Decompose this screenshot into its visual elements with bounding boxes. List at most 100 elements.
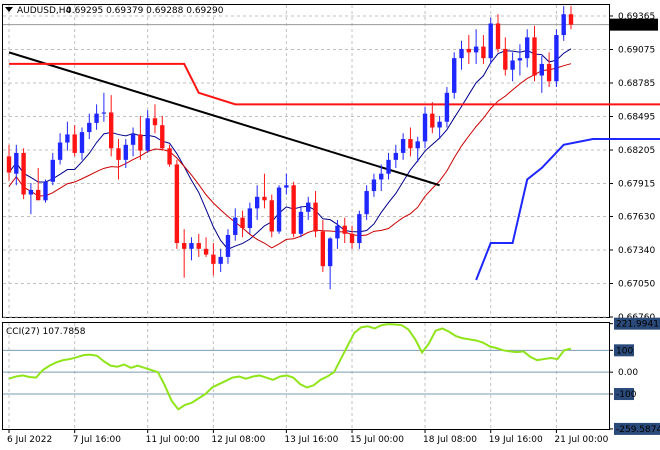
candle-body (481, 46, 486, 59)
time-tick-label: 13 Jul 16:00 (284, 435, 338, 445)
candle-body (138, 134, 143, 151)
candle-body (539, 63, 544, 76)
candle-body (400, 139, 406, 153)
candle-body (393, 152, 399, 160)
candle-body (437, 121, 442, 128)
candle-body (14, 152, 19, 174)
price-tick-label: 0.67915 (618, 180, 655, 190)
candle-body (36, 189, 41, 201)
candle-body (495, 23, 501, 49)
price-panel-frame (2, 4, 610, 318)
candle-body (327, 238, 333, 267)
candle-body (203, 248, 209, 255)
candle-body (313, 202, 318, 232)
time-tick-label: 7 Jul 16:00 (73, 435, 122, 445)
candle-body (532, 37, 537, 76)
candle-body (466, 48, 472, 53)
cci-tick-label: -100 (616, 390, 637, 400)
candle-body (6, 156, 12, 173)
cci-panel-frame (2, 322, 610, 430)
price-tick-label: 0.68785 (618, 79, 655, 89)
cci-tick-label: 100 (616, 346, 633, 356)
candle-body (430, 113, 435, 128)
candle-body (488, 23, 493, 59)
candle-body (211, 254, 216, 264)
cci-header: CCI(27) 107.7858 (6, 327, 86, 337)
candle-body (386, 159, 391, 174)
candle-body (459, 48, 464, 59)
symbol-dropdown-icon[interactable] (5, 7, 13, 12)
candle-body (240, 217, 245, 229)
cci-tick-label: 221.9941 (616, 320, 659, 330)
price-tick-label: 0.69365 (618, 12, 655, 22)
overlay-indicators (8, 48, 660, 281)
candle-body (554, 35, 559, 82)
price-axis: 0.69365 0.69075 0.68785 0.68495 0.68205 0.679… (609, 12, 660, 435)
candle-body (196, 243, 201, 249)
candle-body (561, 14, 566, 36)
time-tick-label: 21 Jul 00:00 (554, 435, 608, 445)
candle-body (50, 159, 55, 182)
candle-body (123, 144, 128, 160)
time-tick-label: 15 Jul 00:00 (350, 435, 404, 445)
current-price-label: 0.69290 (616, 21, 653, 31)
candle-body (444, 92, 450, 122)
cci-tick-label: 0.00 (618, 368, 638, 378)
time-tick-label: 18 Jul 08:00 (423, 435, 477, 445)
cci-level-badge (614, 388, 634, 401)
candle-body (422, 113, 428, 142)
candle-body (65, 134, 70, 143)
ohlc-readout: 0.69295 0.69379 0.69288 0.69290 (66, 6, 224, 16)
candle-body (320, 231, 326, 267)
candle-body (181, 243, 187, 249)
candle-body (335, 225, 340, 239)
candle-body (79, 132, 85, 153)
candle-body (130, 134, 136, 145)
candle-body (28, 189, 34, 195)
candle-body (233, 217, 238, 235)
price-tick-label: 0.68205 (618, 146, 655, 156)
candle-body (503, 48, 508, 70)
candle-body (357, 214, 362, 244)
candle-body (262, 196, 267, 201)
time-tick-label: 19 Jul 16:00 (489, 435, 543, 445)
chart-header: AUDUSD,H4 0.69295 0.69379 0.69288 0.6929… (5, 6, 224, 16)
candle-body (218, 256, 223, 264)
cci-indicator (3, 323, 609, 411)
price-tick-label: 0.67630 (618, 212, 655, 222)
candle-body (145, 118, 150, 151)
candle-body (160, 125, 165, 149)
candle-body (349, 233, 355, 244)
price-tick-label: 0.67050 (618, 279, 655, 289)
candle-body (21, 152, 26, 195)
candle-body (415, 141, 420, 149)
cci-tick-label: -259.5874 (616, 425, 660, 435)
candle-body (101, 112, 107, 114)
cci-level-badge (614, 422, 660, 435)
candle-body (189, 243, 194, 249)
candle-body (379, 173, 384, 180)
resistance-step-line (9, 62, 660, 106)
candlestick-series (6, 6, 574, 290)
candle-body (473, 46, 479, 53)
time-tick-label: 12 Jul 08:00 (211, 435, 265, 445)
candle-body (269, 200, 274, 232)
candle-body (342, 225, 347, 234)
candle-body (43, 181, 48, 201)
symbol-label: AUDUSD,H4 (17, 6, 72, 16)
time-axis: 6 Jul 2022 7 Jul 16:00 11 Jul 00:00 12 Jul … (7, 429, 609, 445)
candle-body (298, 211, 304, 234)
candle-body (408, 139, 413, 149)
candle-body (525, 37, 530, 59)
candle-body (225, 234, 231, 257)
candle-body (167, 148, 172, 165)
price-tick-label: 0.69075 (618, 45, 655, 55)
candle-body (291, 185, 296, 234)
current-price-badge (610, 18, 658, 31)
candle-body (546, 63, 552, 82)
candle-body (174, 164, 180, 244)
time-tick-label: 6 Jul 2022 (7, 435, 52, 445)
price-tick-label: 0.68495 (618, 113, 655, 123)
cci-line (8, 323, 572, 411)
